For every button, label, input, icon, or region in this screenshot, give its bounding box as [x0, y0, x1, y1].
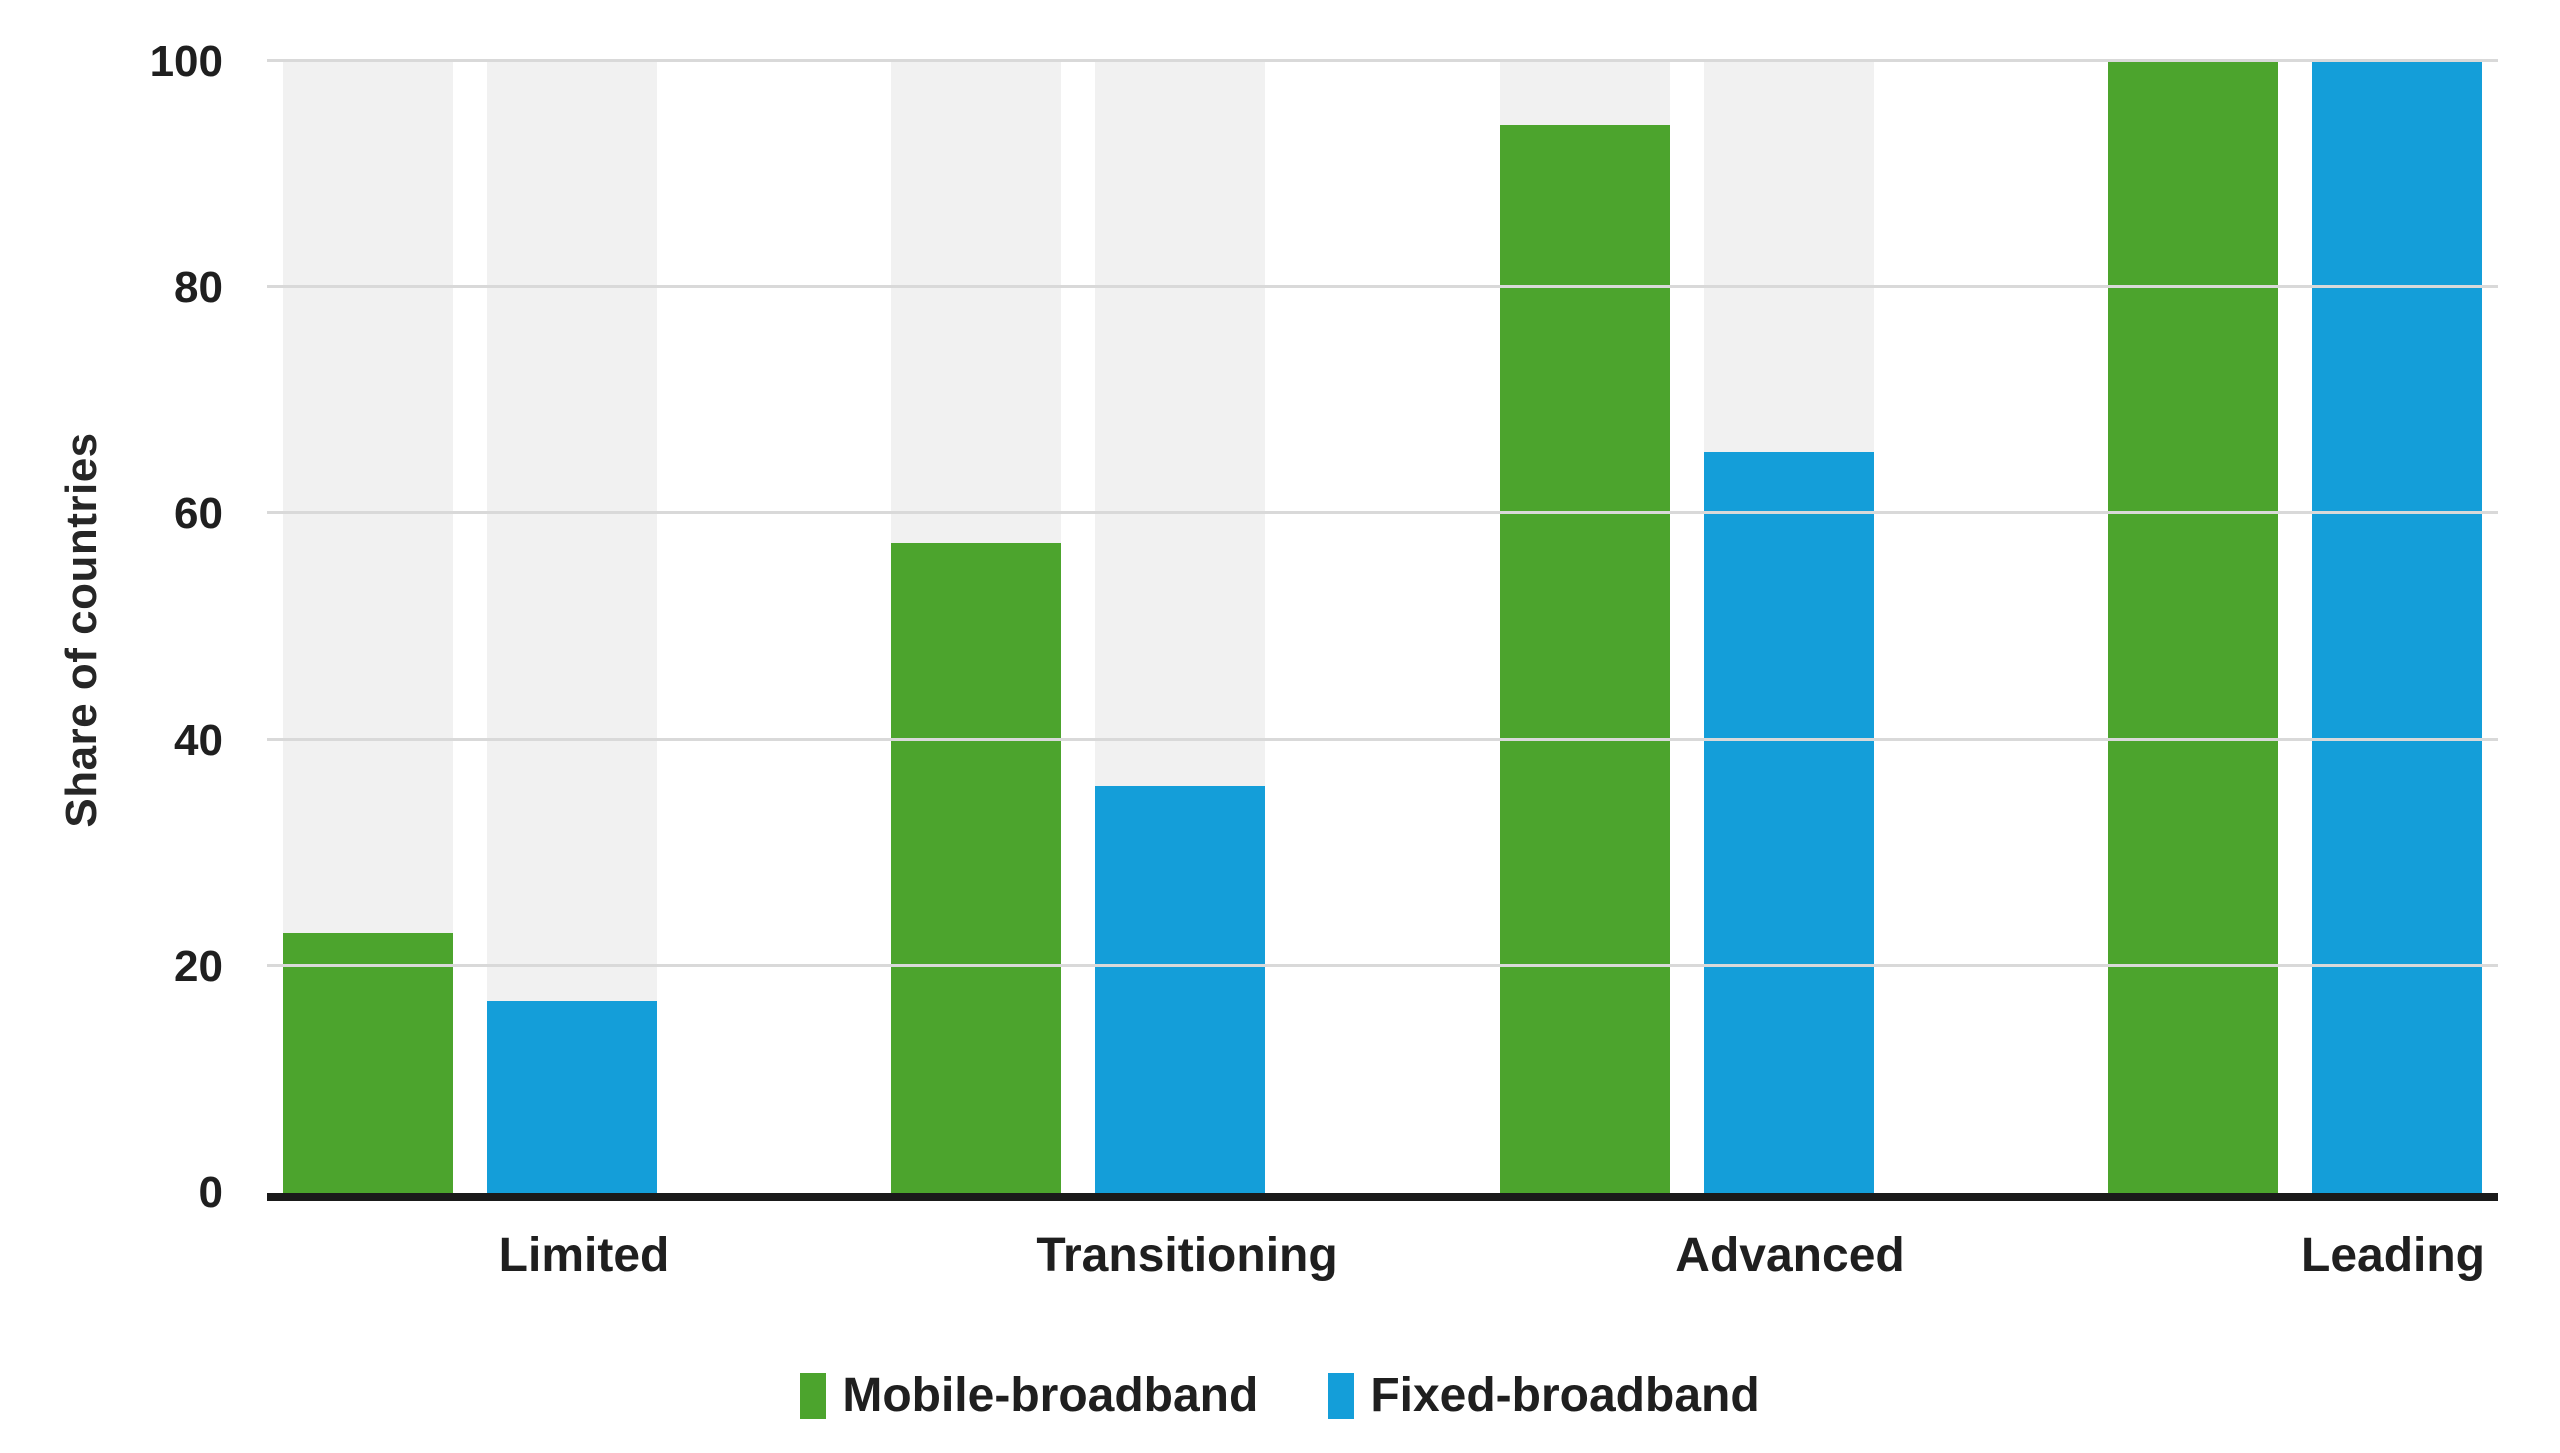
- bar-group-advanced: [1499, 62, 1874, 1193]
- gridline-80: [267, 285, 2498, 289]
- bars-row: [283, 62, 2482, 1193]
- legend-label-fixed-broadband: Fixed-broadband: [1370, 1369, 1760, 1422]
- y-tick-label-0: 0: [198, 1168, 223, 1217]
- legend-label-mobile-broadband: Mobile-broadband: [842, 1369, 1259, 1422]
- bar-mobile-broadband-transitioning: [891, 542, 1062, 1193]
- bar-mobile-broadband-limited: [283, 932, 453, 1193]
- bar-background-limited: [283, 62, 453, 1193]
- bar-background-transitioning: [891, 62, 1062, 1193]
- bar-group-transitioning: [891, 62, 1266, 1193]
- bar-group-limited: [283, 62, 657, 1193]
- y-tick-label-40: 40: [174, 715, 223, 765]
- bar-group-leading: [2107, 62, 2482, 1193]
- bar-background-leading: [2107, 62, 2278, 1193]
- legend: Mobile-broadband Fixed-broadband: [0, 1368, 2560, 1423]
- plot-area: [267, 59, 2498, 1201]
- x-label-leading: Leading: [2300, 1229, 2486, 1282]
- x-label-limited: Limited: [498, 1229, 670, 1282]
- y-tick-label-80: 80: [174, 263, 223, 313]
- gridline-60: [267, 511, 2498, 515]
- bar-background-advanced: [1499, 62, 1670, 1193]
- y-tick-label-60: 60: [174, 489, 223, 539]
- x-label-advanced: Advanced: [1675, 1229, 1905, 1282]
- bar-mobile-broadband-advanced: [1499, 125, 1670, 1193]
- gridline-100: [267, 59, 2498, 62]
- bar-mobile-broadband-leading: [2107, 62, 2278, 1193]
- y-tick-label-20: 20: [174, 941, 223, 991]
- y-tick-label-100: 100: [149, 37, 223, 86]
- bar-fixed-broadband-advanced: [1703, 452, 1874, 1193]
- bar-fixed-broadband-limited: [487, 1000, 657, 1193]
- gridline-20: [267, 963, 2498, 967]
- legend-marker-mobile-broadband: [800, 1372, 827, 1419]
- x-axis-labels: Limited Transitioning Advanced Leading: [267, 1228, 2498, 1298]
- legend-marker-fixed-broadband: [1328, 1372, 1355, 1419]
- bar-background-leading: [2311, 62, 2482, 1193]
- legend-item-fixed-broadband: Fixed-broadband: [1328, 1368, 1760, 1423]
- bar-fixed-broadband-leading: [2311, 62, 2482, 1193]
- bar-background-transitioning: [1095, 62, 1266, 1193]
- legend-item-mobile-broadband: Mobile-broadband: [800, 1368, 1258, 1423]
- bar-background-advanced: [1703, 62, 1874, 1193]
- bar-fixed-broadband-transitioning: [1095, 785, 1266, 1193]
- gridline-40: [267, 737, 2498, 741]
- bar-background-limited: [487, 62, 657, 1193]
- x-label-transitioning: Transitioning: [1036, 1229, 1338, 1282]
